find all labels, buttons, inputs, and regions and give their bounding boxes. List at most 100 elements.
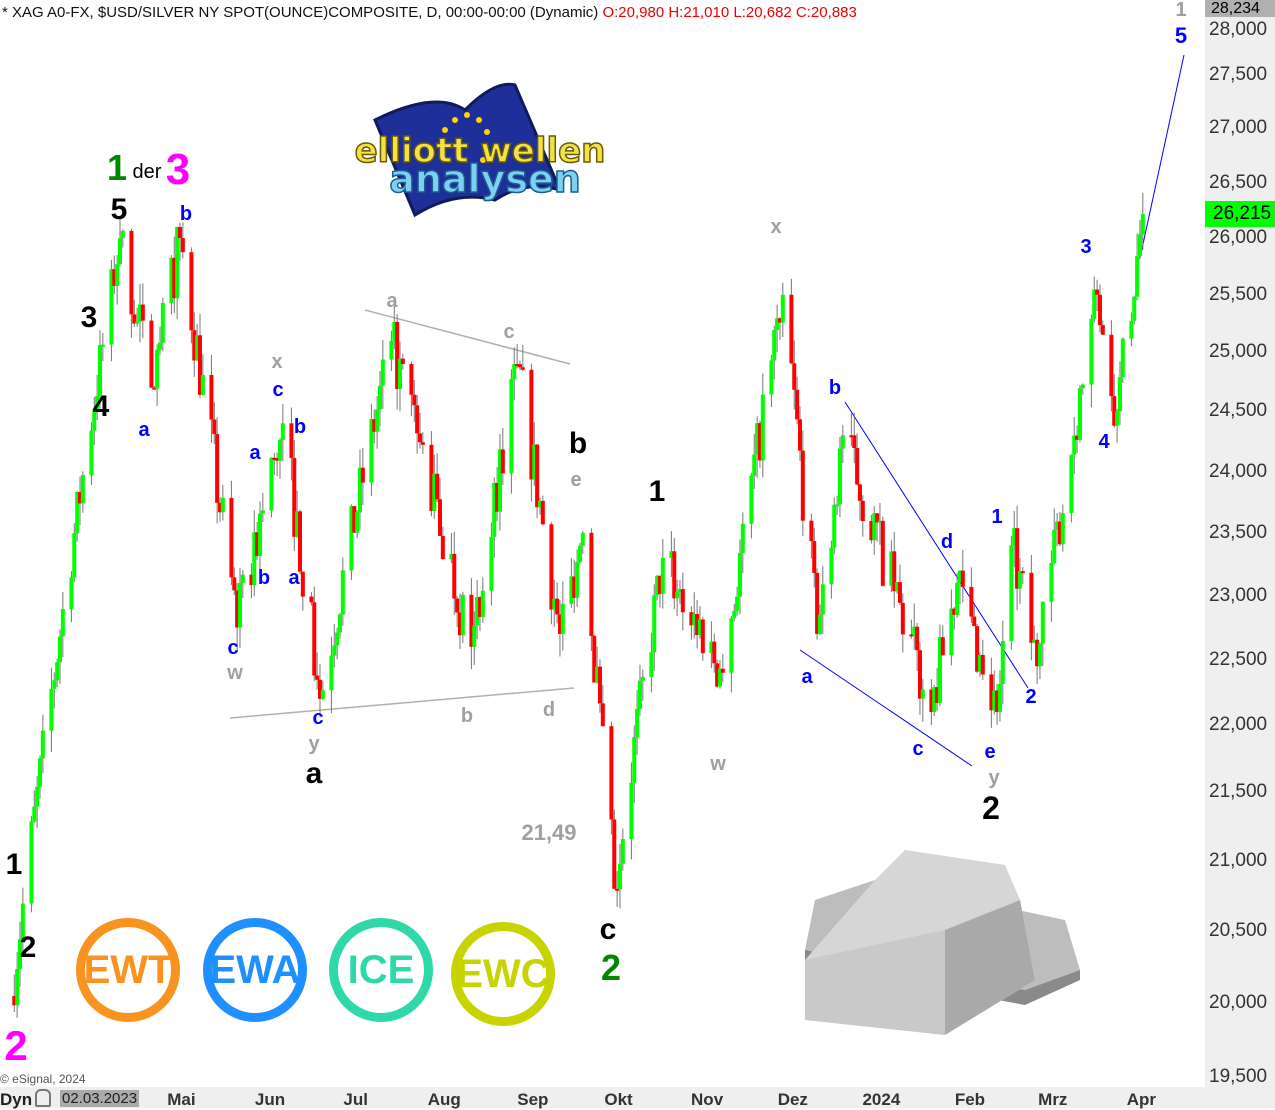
candle-up (1009, 545, 1014, 642)
candle-up (760, 394, 765, 461)
price-tick-label: 24,500 (1209, 400, 1268, 422)
candle-down (1109, 334, 1114, 397)
price-tick-label: 26,500 (1209, 171, 1268, 193)
symbol-description: * XAG A0-FX, $USD/SILVER NY SPOT(OUNCE)C… (2, 4, 599, 21)
candle-up (460, 594, 465, 636)
candle-down (77, 492, 82, 504)
wave-label: b (179, 203, 193, 225)
candle-up (775, 318, 780, 330)
candle-up (829, 547, 834, 585)
candle-down (695, 614, 700, 635)
candle-down (215, 434, 220, 503)
wave-label: e (570, 469, 582, 491)
badge-ewc[interactable]: EWC (451, 922, 555, 1026)
candle-down (112, 269, 117, 286)
candle-up (15, 969, 20, 1006)
candle-up (237, 582, 242, 628)
candle-up (20, 903, 25, 940)
candle-up (840, 435, 845, 449)
candle-up (620, 839, 625, 864)
candle-up (1000, 641, 1005, 684)
price-tick-label: 27,500 (1209, 63, 1268, 85)
interval-mode[interactable]: Dyn (0, 1090, 33, 1109)
wave-label: x (271, 351, 283, 373)
candle-down (232, 577, 237, 591)
wave-label: 1 (648, 475, 666, 508)
wave-label: c (227, 637, 239, 659)
badge-ice[interactable]: ICE (329, 918, 433, 1022)
candle-up (820, 584, 825, 615)
candle-up (169, 257, 174, 304)
candle-up (769, 360, 774, 395)
candle-up (1012, 528, 1017, 546)
candle-up (340, 570, 345, 615)
candle-down (615, 888, 620, 891)
price-axis[interactable]: 28,000 27,500 27,000 26,500 26,000 25,500 25,0… (1205, 0, 1275, 1087)
wave-label: w (227, 662, 243, 684)
price-tick-label: 21,500 (1209, 781, 1268, 803)
wave-label: 4 (92, 390, 110, 423)
candle-up (595, 666, 600, 683)
start-date-box[interactable]: 02.03.2023 (60, 1090, 140, 1107)
candle-up (677, 589, 682, 593)
candle-down (440, 535, 445, 560)
candle-up (29, 821, 34, 904)
candle-up (575, 562, 580, 598)
wave-label: b (293, 416, 307, 438)
candle-up (532, 444, 537, 480)
candle-up (449, 553, 454, 560)
candle-down (852, 435, 857, 449)
candle-up (220, 497, 225, 513)
copyright: © eSignal, 2024 (0, 1072, 86, 1086)
candle-down (212, 419, 217, 435)
wave-label: 2 (982, 790, 1000, 826)
price-tick-label: 20,500 (1209, 920, 1268, 942)
wave-label: a (138, 419, 150, 441)
time-axis[interactable]: Dyn 02.03.2023 Mai Jun Jul Aug Sep Okt Nov Dez 2… (0, 1087, 1275, 1109)
badge-ewa[interactable]: EWA (203, 918, 307, 1022)
candle-down (517, 364, 522, 368)
candle-down (689, 612, 694, 626)
candle-down (437, 499, 442, 536)
wave-label: 5 (1174, 23, 1188, 48)
badge-ewt[interactable]: EWT (76, 918, 180, 1022)
candle-down (477, 597, 482, 617)
wave-label: 3 (165, 145, 191, 194)
candle-up (660, 557, 665, 594)
elliott-wellen-logo: elliott wellen analysen (354, 80, 606, 220)
price-tick-label: 25,000 (1209, 341, 1268, 363)
candle-down (815, 572, 820, 634)
candle-up (109, 269, 114, 345)
candle-down (1057, 521, 1062, 545)
chart-plot-area[interactable]: * XAG A0-FX, $USD/SILVER NY SPOT(OUNCE)C… (0, 0, 1205, 1087)
candle-up (320, 690, 325, 699)
candle-down (1020, 571, 1025, 574)
candle-down (192, 330, 197, 361)
top-price-marker: 28,234 (1205, 0, 1275, 17)
candle-up (337, 614, 342, 633)
candle-down (1075, 435, 1080, 440)
candle-down (152, 387, 157, 390)
candle-down (317, 679, 322, 699)
candle-up (675, 592, 680, 599)
candle-up (912, 626, 917, 636)
lock-icon[interactable] (35, 1089, 51, 1107)
candle-up (160, 303, 165, 343)
candle-down (249, 574, 254, 586)
price-tick-label: 22,000 (1209, 714, 1268, 736)
candle-down (869, 521, 874, 541)
candle-up (895, 582, 900, 592)
candle-down (797, 419, 802, 451)
candle-up (355, 512, 360, 533)
candle-down (429, 444, 434, 511)
candle-up (155, 349, 160, 389)
wave-label: d (940, 531, 954, 553)
candle-down (455, 598, 460, 613)
candle-up (157, 342, 162, 350)
candle-down (917, 650, 922, 699)
candle-down (980, 654, 985, 675)
candle-up (692, 614, 697, 626)
candle-down (1097, 294, 1102, 326)
candle-down (495, 483, 500, 512)
wave-label: 4 (1098, 431, 1110, 453)
